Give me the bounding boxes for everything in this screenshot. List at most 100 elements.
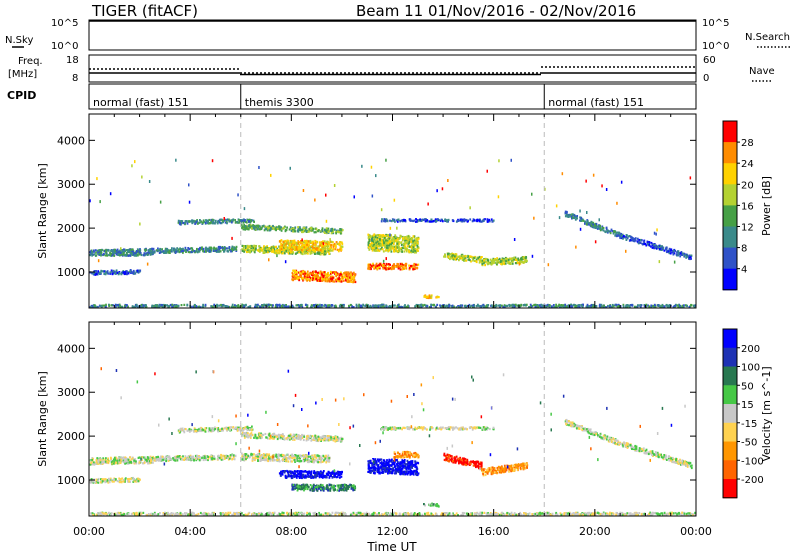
data-pixel [403, 305, 406, 308]
data-pixel [391, 239, 394, 242]
data-pixel [566, 512, 569, 515]
data-pixel [200, 220, 203, 223]
data-pixel [320, 273, 323, 276]
data-pixel [127, 272, 130, 275]
data-pixel [234, 305, 237, 308]
data-pixel [456, 257, 458, 260]
data-pixel [454, 513, 457, 516]
data-pixel [187, 250, 190, 254]
data-pixel [133, 272, 136, 275]
data-pixel [197, 512, 200, 516]
data-pixel [345, 271, 348, 274]
data-pixel [380, 243, 382, 246]
data-pixel [452, 256, 455, 259]
data-pixel [212, 219, 215, 222]
data-pixel [120, 247, 122, 251]
data-pixel [645, 303, 648, 306]
data-pixel [378, 236, 381, 239]
data-pixel [328, 229, 330, 232]
data-pixel [248, 218, 251, 221]
data-pixel [256, 228, 259, 231]
data-pixel [177, 304, 180, 307]
data-pixel [142, 304, 145, 307]
data-pixel [570, 304, 573, 307]
data-pixel [122, 253, 125, 256]
data-pixel [280, 229, 283, 232]
data-pixel [674, 304, 676, 307]
data-pixel [352, 271, 355, 274]
data-pixel [300, 272, 303, 275]
data-pixel [332, 241, 334, 244]
data-pixel [329, 270, 332, 273]
data-pixel [310, 252, 313, 255]
data-pixel [412, 240, 414, 243]
data-pixel [449, 257, 451, 261]
data-pixel [447, 255, 450, 258]
data-pixel [330, 232, 333, 235]
data-pixel [104, 254, 107, 257]
data-pixel [373, 266, 376, 269]
data-pixel [449, 256, 452, 259]
data-pixel [276, 305, 279, 308]
data-pixel [104, 273, 107, 276]
data-pixel [291, 272, 294, 275]
data-pixel [405, 305, 408, 308]
data-pixel [405, 248, 408, 251]
data-pixel [328, 277, 331, 280]
data-pixel [428, 306, 431, 308]
data-pixel [639, 305, 642, 308]
data-pixel [679, 252, 682, 255]
data-pixel [196, 247, 198, 251]
data-pixel [125, 249, 128, 252]
data-pixel [513, 256, 516, 259]
data-pixel [631, 237, 634, 240]
data-pixel [453, 255, 456, 258]
data-pixel [298, 275, 301, 278]
data-pixel [476, 511, 479, 514]
data-pixel [371, 247, 374, 250]
data-pixel [296, 304, 299, 307]
data-pixel [244, 225, 247, 228]
data-pixel [615, 231, 618, 234]
data-pixel [311, 229, 314, 232]
data-pixel [496, 257, 498, 260]
data-pixel [123, 248, 125, 251]
data-pixel [427, 295, 430, 298]
data-pixel [593, 303, 595, 307]
data-pixel [303, 246, 306, 249]
data-pixel [149, 514, 152, 516]
data-pixel [305, 252, 308, 255]
data-pixel [392, 245, 395, 248]
data-pixel [329, 280, 332, 283]
data-pixel [416, 238, 419, 241]
data-pixel [474, 256, 477, 259]
data-pixel [411, 247, 413, 250]
data-pixel [278, 225, 280, 228]
data-pixel [309, 249, 312, 252]
data-pixel [435, 218, 437, 221]
data-pixel [511, 257, 514, 260]
data-pixel [285, 249, 288, 252]
data-pixel [605, 512, 607, 515]
data-pixel [660, 247, 663, 250]
data-pixel [333, 184, 336, 187]
data-pixel [219, 246, 222, 249]
data-pixel [382, 234, 385, 237]
data-pixel [382, 259, 385, 263]
data-pixel [394, 265, 397, 268]
data-pixel [394, 304, 396, 307]
data-pixel [374, 239, 377, 242]
data-pixel [203, 221, 206, 224]
data-pixel [337, 250, 340, 253]
data-pixel [415, 242, 418, 245]
data-pixel [600, 303, 603, 306]
data-pixel [601, 225, 604, 228]
data-pixel [217, 220, 219, 223]
data-pixel [263, 303, 265, 306]
data-pixel [615, 233, 617, 236]
data-pixel [332, 276, 334, 279]
data-pixel [599, 224, 601, 227]
data-pixel [225, 219, 228, 222]
data-pixel [180, 304, 183, 307]
data-pixel [396, 242, 399, 245]
